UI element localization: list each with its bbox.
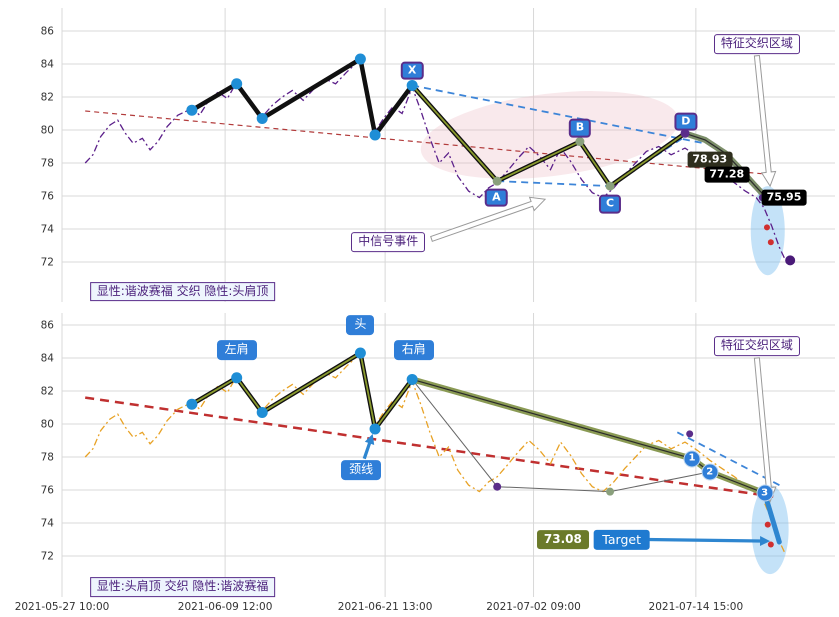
pivot-dot	[605, 181, 615, 191]
y-tick-label: 84	[41, 59, 55, 71]
pivot-dot	[764, 521, 771, 528]
pivot-dot	[686, 430, 694, 438]
highlight-region	[750, 186, 785, 276]
y-tick-label: 82	[41, 386, 54, 398]
y-tick-label: 76	[41, 191, 55, 203]
pivot-dot[interactable]	[406, 79, 418, 91]
y-tick-label: 80	[41, 419, 54, 431]
pivot-dot	[493, 482, 502, 491]
pivot-dot	[767, 541, 774, 548]
callout-arrow	[362, 433, 375, 460]
y-tick-label: 72	[41, 551, 54, 563]
y-tick-label: 72	[41, 257, 54, 269]
pattern-dashed-line	[412, 84, 704, 145]
highlight-region	[751, 485, 789, 575]
pivot-dot[interactable]	[256, 406, 268, 418]
trendline-dashed	[85, 396, 774, 498]
measure-line	[411, 379, 710, 493]
pivot-dot[interactable]	[406, 373, 418, 385]
pivot-dot	[763, 224, 770, 231]
y-tick-label: 86	[41, 26, 55, 38]
pivot-dot	[575, 137, 585, 147]
pivot-dot[interactable]	[186, 398, 198, 410]
y-tick-label: 78	[41, 452, 54, 464]
y-tick-label: 74	[41, 518, 55, 530]
pivot-dot	[680, 128, 690, 138]
pivot-dot[interactable]	[256, 112, 268, 124]
y-tick-label: 74	[41, 224, 55, 236]
pivot-dot[interactable]	[354, 53, 366, 65]
pivot-dot[interactable]	[369, 423, 381, 435]
pivot-dot	[492, 176, 502, 186]
pattern-tail-core	[684, 132, 766, 198]
panel-harmonic: 86 84 82 80 78 76 74 72	[41, 8, 835, 302]
pivot-dot	[696, 152, 704, 160]
price-line	[84, 351, 787, 555]
y-tick-label: 82	[41, 92, 54, 104]
pivot-dot	[606, 487, 615, 496]
callout-arrow	[753, 357, 777, 503]
pivot-dot[interactable]	[186, 104, 198, 116]
pattern-zigzag-overlay	[191, 351, 413, 432]
pivot-dot[interactable]	[231, 372, 243, 384]
y-tick-label: 76	[41, 485, 55, 497]
pivot-dot[interactable]	[369, 129, 381, 141]
pattern-tail	[682, 130, 769, 200]
callout-arrow	[647, 536, 771, 546]
pattern-tail	[409, 376, 768, 497]
y-tick-label: 80	[41, 125, 54, 137]
pivot-dot	[767, 239, 774, 246]
callout-arrow	[753, 54, 777, 188]
pivot-dot	[758, 194, 766, 202]
y-tick-label: 86	[41, 320, 55, 332]
pivot-dot[interactable]	[231, 78, 243, 90]
callout-arrow	[430, 196, 547, 242]
panel-head-shoulders: 86 84 82 80 78 76 74 72	[41, 313, 835, 597]
highlight-region	[420, 91, 679, 179]
pivot-dot[interactable]	[785, 255, 796, 266]
pivot-dot[interactable]	[354, 347, 366, 359]
y-tick-label: 78	[41, 158, 54, 170]
y-tick-label: 84	[41, 353, 55, 365]
pattern-tail-core	[412, 378, 765, 494]
